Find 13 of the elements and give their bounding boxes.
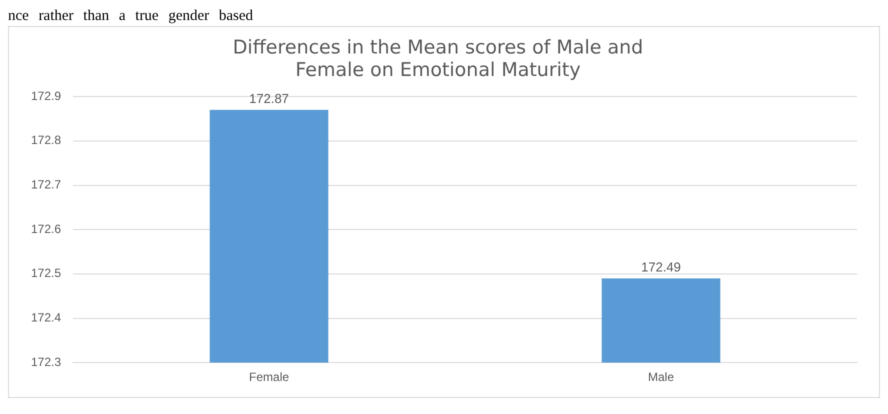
y-tick-label: 172.6 [31,222,62,236]
data-label: 172.87 [249,90,289,106]
chart-title: Differences in the Mean scores of Male and Female on Emotional Maturity [232,36,644,82]
y-tick-label: 172.7 [31,178,62,192]
y-tick-label: 172.3 [31,354,62,369]
text: nce rather than a true gender based [8,8,254,26]
data-label: 172.49 [641,259,681,274]
y-tick-label: 172.5 [31,266,62,280]
y-tick-label: 172.8 [31,133,62,148]
x-tick-label: Male [648,370,674,384]
x-tick-label: Female [249,370,290,384]
y-tick-label: 172.9 [31,88,62,103]
y-tick-label: 172.4 [31,310,62,325]
